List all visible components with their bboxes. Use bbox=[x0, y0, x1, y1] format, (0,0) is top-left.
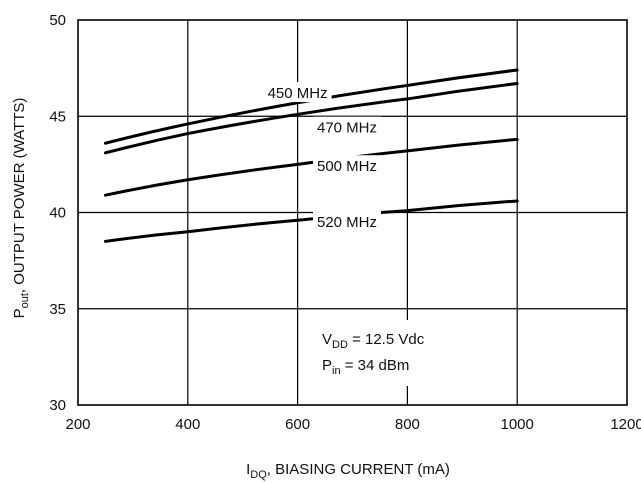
series-label-bg bbox=[313, 116, 382, 137]
y-axis-title: Pout, OUTPUT POWER (WATTS) bbox=[11, 98, 31, 319]
y-tick-label: 40 bbox=[49, 205, 66, 222]
series-line-470-mhz bbox=[103, 82, 519, 155]
series-label-bg bbox=[313, 155, 382, 176]
conditions-box: VDD = 12.5 Vdc Pin = 34 dBm bbox=[310, 320, 480, 386]
plot-frame bbox=[77, 19, 628, 406]
series-label-bg bbox=[263, 82, 332, 103]
series-labels: 450 MHz 470 MHz 500 MHz 520 MHz bbox=[263, 82, 382, 232]
series-label: 500 MHz bbox=[317, 158, 377, 175]
series-label-bg bbox=[313, 211, 382, 232]
y-tick-label: 45 bbox=[49, 108, 66, 125]
series-line-520-mhz bbox=[103, 199, 519, 243]
x-axis-title: IDQ, BIASING CURRENT (mA) bbox=[246, 461, 450, 481]
y-tick-label: 30 bbox=[49, 397, 66, 414]
tick-labels: 200 400 600 800 1000 1200 30 35 40 45 50 bbox=[49, 12, 641, 433]
x-tick-label: 400 bbox=[175, 416, 200, 433]
condition-vdd: VDD = 12.5 Vdc bbox=[322, 331, 425, 351]
x-tick-label: 200 bbox=[65, 416, 90, 433]
series-layer bbox=[103, 68, 519, 243]
x-tick-label: 1200 bbox=[610, 416, 641, 433]
series-label: 450 MHz bbox=[268, 85, 328, 102]
x-tick-label: 600 bbox=[285, 416, 310, 433]
series-label: 520 MHz bbox=[317, 214, 377, 231]
condition-pin: Pin = 34 dBm bbox=[322, 357, 409, 377]
series-line-500-mhz bbox=[103, 137, 519, 197]
x-tick-label: 1000 bbox=[501, 416, 534, 433]
y-tick-label: 50 bbox=[49, 12, 66, 29]
x-tick-label: 800 bbox=[395, 416, 420, 433]
series-label: 470 MHz bbox=[317, 120, 377, 137]
y-tick-label: 35 bbox=[49, 301, 66, 318]
series-line-450-mhz bbox=[103, 68, 519, 145]
